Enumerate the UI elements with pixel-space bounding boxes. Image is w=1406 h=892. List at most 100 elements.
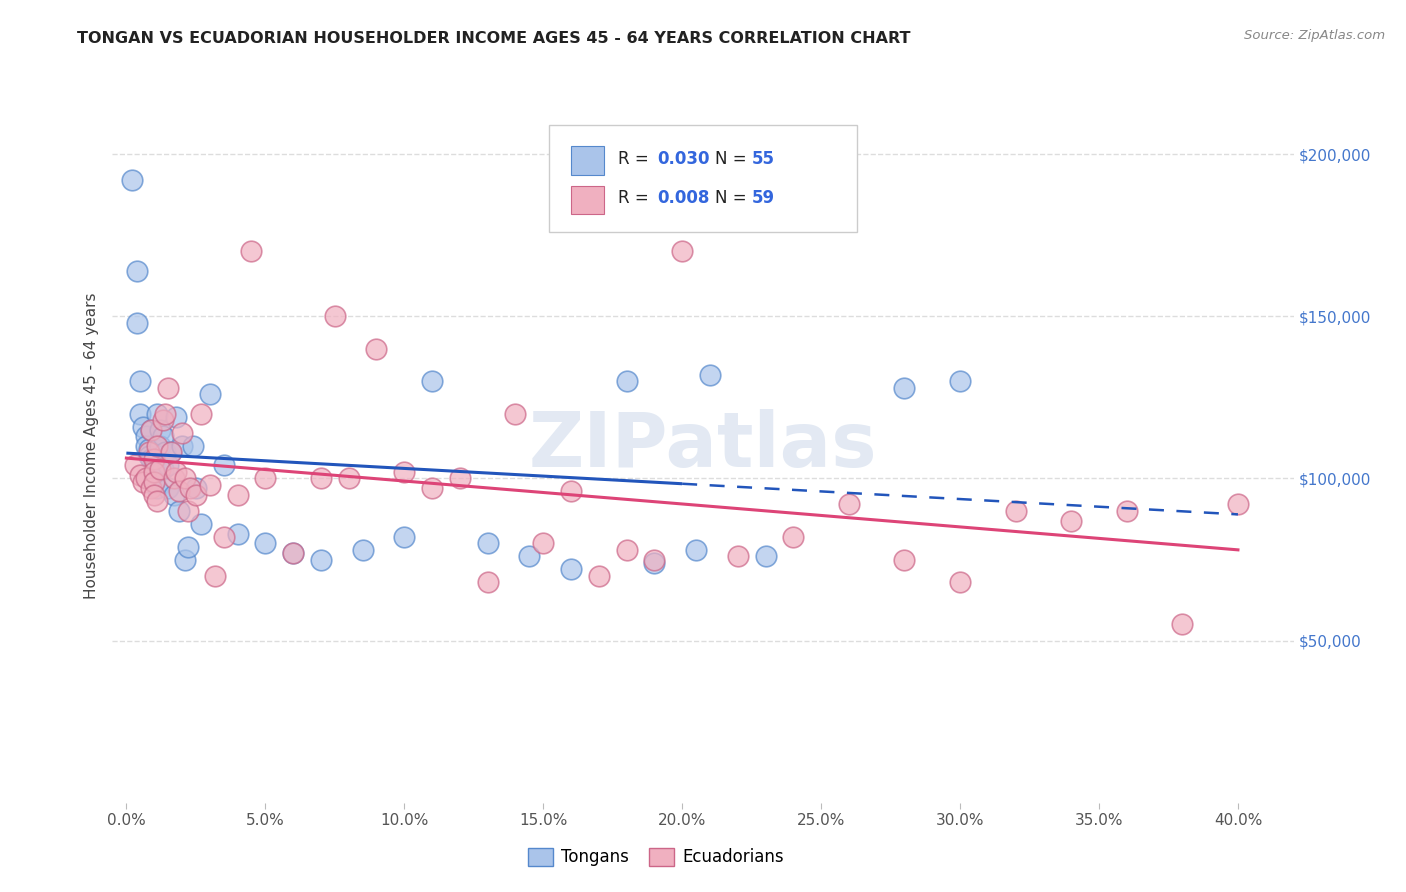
Point <box>146 494 169 508</box>
Point <box>394 530 416 544</box>
Point <box>184 481 207 495</box>
Point <box>477 575 499 590</box>
Point <box>146 439 169 453</box>
Point <box>129 374 152 388</box>
Point <box>184 488 207 502</box>
Point <box>323 310 346 324</box>
Point <box>152 429 174 443</box>
Point <box>155 445 177 459</box>
Point <box>449 471 471 485</box>
Point <box>505 407 527 421</box>
Point <box>143 475 166 489</box>
Point <box>176 504 198 518</box>
Point <box>352 542 374 557</box>
Point <box>127 264 149 278</box>
Point <box>754 549 776 564</box>
Point <box>135 439 157 453</box>
Point <box>420 374 443 388</box>
Point <box>949 374 972 388</box>
Point <box>727 549 749 564</box>
Point <box>155 407 177 421</box>
Text: 0.008: 0.008 <box>657 189 709 207</box>
Point <box>138 445 160 459</box>
Point <box>517 549 540 564</box>
Point <box>560 484 582 499</box>
Text: 0.030: 0.030 <box>657 150 710 168</box>
Point <box>1226 497 1249 511</box>
Point <box>146 407 169 421</box>
Point <box>198 478 221 492</box>
Point <box>129 468 152 483</box>
Point <box>1004 504 1026 518</box>
Legend: Tongans, Ecuadorians: Tongans, Ecuadorians <box>522 841 790 873</box>
Point <box>165 409 187 424</box>
Point <box>132 475 155 489</box>
Point <box>477 536 499 550</box>
Text: ZIPatlas: ZIPatlas <box>529 409 877 483</box>
Point <box>560 562 582 576</box>
Point <box>135 471 157 485</box>
Point <box>420 481 443 495</box>
Point <box>240 244 263 259</box>
Point <box>1115 504 1137 518</box>
Point <box>309 471 332 485</box>
Point <box>141 423 163 437</box>
Point <box>157 481 180 495</box>
Point <box>157 458 180 473</box>
Point <box>181 439 204 453</box>
Point <box>616 374 638 388</box>
Point <box>165 465 187 479</box>
Point <box>366 342 388 356</box>
Point <box>254 471 277 485</box>
Point <box>143 471 166 485</box>
Point <box>337 471 360 485</box>
Point <box>129 407 152 421</box>
Point <box>167 504 190 518</box>
Point <box>170 425 193 440</box>
FancyBboxPatch shape <box>550 125 856 232</box>
Point <box>198 387 221 401</box>
Point <box>281 546 304 560</box>
FancyBboxPatch shape <box>571 186 603 214</box>
Point <box>893 552 915 566</box>
Point <box>949 575 972 590</box>
Point <box>160 445 183 459</box>
Point <box>394 465 416 479</box>
Text: 55: 55 <box>751 150 775 168</box>
Point <box>143 452 166 467</box>
Point <box>226 526 249 541</box>
Point <box>132 419 155 434</box>
Point <box>281 546 304 560</box>
Point <box>124 458 146 473</box>
Point <box>138 449 160 463</box>
Point <box>190 407 212 421</box>
FancyBboxPatch shape <box>571 146 603 175</box>
Point <box>893 381 915 395</box>
Point <box>162 488 184 502</box>
Point <box>173 471 195 485</box>
Point <box>531 536 554 550</box>
Point <box>127 316 149 330</box>
Point <box>643 556 665 570</box>
Point <box>699 368 721 382</box>
Point <box>146 481 169 495</box>
Point <box>616 542 638 557</box>
Point <box>671 244 693 259</box>
Point <box>170 439 193 453</box>
Point <box>143 468 166 483</box>
Point <box>588 568 610 582</box>
Point <box>121 173 143 187</box>
Point <box>179 481 201 495</box>
Point <box>226 488 249 502</box>
Point <box>149 461 172 475</box>
Point <box>838 497 860 511</box>
Point <box>141 481 163 495</box>
Point <box>176 540 198 554</box>
Point <box>149 423 172 437</box>
Text: Source: ZipAtlas.com: Source: ZipAtlas.com <box>1244 29 1385 42</box>
Point <box>143 455 166 469</box>
Point <box>212 530 235 544</box>
Point <box>141 452 163 467</box>
Point <box>143 488 166 502</box>
Point <box>143 461 166 475</box>
